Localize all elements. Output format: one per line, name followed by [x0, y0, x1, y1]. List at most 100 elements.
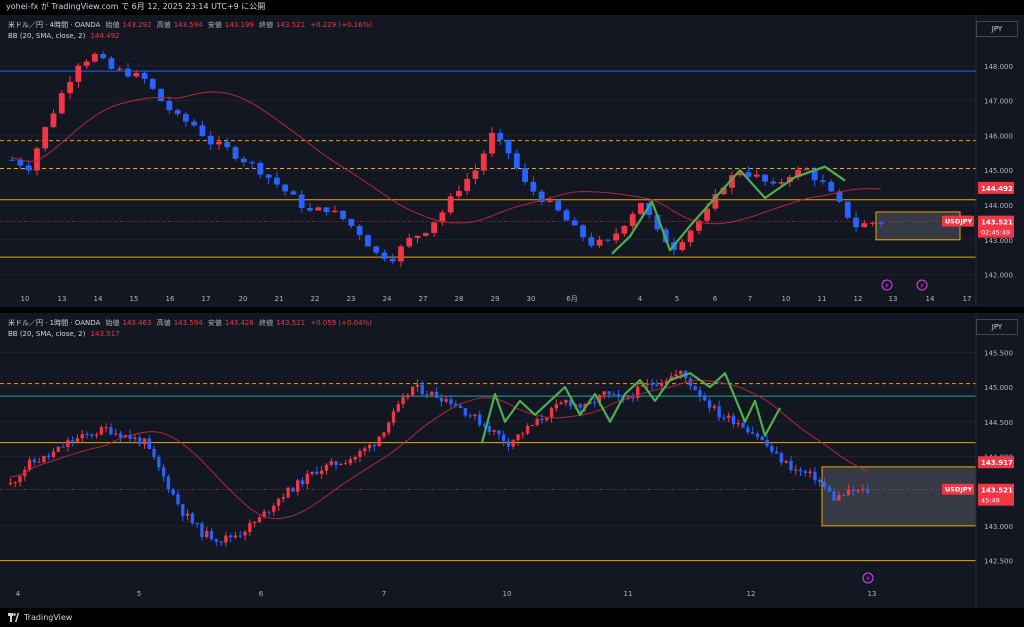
symbol-label: 米ドル／円 · 1時間 · OANDA [8, 319, 101, 327]
chart-pane-1h[interactable]: 145.500145.000144.500144.000143.000142.5… [0, 313, 1024, 608]
countdown-text: 02:45:49 [981, 229, 1010, 237]
legend-ohlc-1h: 米ドル／円 · 1時間 · OANDA 始値 143.463 高値 143.594 … [8, 318, 375, 328]
candle-body [789, 461, 793, 471]
candle-body [480, 153, 487, 171]
candle-body [373, 246, 380, 253]
open-value: 143.463 [122, 319, 152, 327]
candle-body [698, 390, 702, 397]
candle-body [331, 210, 338, 213]
open-value: 143.292 [122, 21, 152, 29]
candle-body [75, 65, 82, 82]
candle-body [42, 455, 46, 462]
candle-body [142, 438, 147, 445]
candle-body [660, 382, 664, 386]
currency-button[interactable]: JPY [976, 319, 1018, 335]
candle-body [505, 139, 512, 154]
chart-pane-4h[interactable]: 148.000 147.000 146.000 145.000 144.000 143.0… [0, 15, 1024, 307]
candle-body [811, 169, 818, 181]
low-value: 143.426 [224, 319, 254, 327]
bb-price-tag [978, 181, 1014, 194]
candle-body [774, 451, 779, 454]
candle-body [358, 451, 362, 458]
candle-body [166, 101, 173, 111]
high-label: 高値 [156, 21, 171, 29]
candle-body [549, 408, 554, 418]
candle-body [133, 437, 137, 439]
indicator-label: BB (20, SMA, close, 2) [8, 32, 86, 40]
candle-body [865, 488, 870, 493]
candle-body [25, 165, 32, 171]
candle-body [820, 180, 826, 182]
candle-body [18, 476, 22, 483]
candle-body [425, 394, 429, 396]
footer-brand: TradingView [24, 613, 73, 622]
event-lightning-icon [881, 279, 893, 291]
candle-body [832, 491, 836, 501]
candle-body [729, 175, 735, 188]
open-label: 始値 [105, 21, 120, 29]
candle-body [454, 403, 458, 406]
candle-body [281, 497, 286, 499]
candle-body [853, 217, 859, 228]
candle-body [161, 467, 166, 477]
candle-body [547, 200, 553, 202]
time-tick-label: 5 [675, 295, 679, 303]
currency-button[interactable]: JPY [976, 21, 1018, 37]
legend-bb-1h: BB (20, SMA, close, 2) 143.917 [8, 330, 123, 338]
candle-body [456, 190, 462, 197]
close-value: 143.521 [276, 21, 306, 29]
candle-body [755, 433, 760, 437]
candle-body [381, 252, 388, 259]
current-price-tag [978, 215, 1014, 238]
candle-body [171, 489, 175, 495]
time-tick-label: 4 [638, 295, 643, 303]
candle-body [720, 187, 727, 195]
bb-basis-line [10, 379, 868, 520]
candle-body [406, 395, 410, 398]
candle-body [779, 453, 784, 463]
candle-body [578, 404, 582, 408]
candle-body [70, 440, 75, 442]
time-tick-label: 16 [166, 295, 175, 303]
candle-body [654, 215, 661, 230]
candle-body [828, 181, 835, 192]
candle-body [296, 480, 300, 492]
candle-body [286, 487, 290, 498]
candle-body [458, 405, 463, 409]
candlestick-chart-1h[interactable]: 145.500145.000144.500144.000143.000142.5… [0, 313, 1024, 608]
candle-body [114, 433, 118, 435]
candle-body [795, 169, 802, 177]
candle-body [784, 461, 788, 463]
candle-body [32, 459, 37, 463]
candlestick-chart-4h[interactable]: 148.000 147.000 146.000 145.000 144.000 143.0… [0, 15, 1024, 307]
current-price-tag [978, 483, 1014, 506]
candle-body [182, 114, 189, 122]
ticker-tag [942, 483, 974, 495]
candle-body [348, 459, 353, 464]
time-tick-label: 22 [311, 295, 320, 303]
candle-body [58, 93, 65, 114]
ticker-tag-text: USDJPY [945, 486, 973, 494]
candle-body [422, 232, 429, 236]
indicator-label: BB (20, SMA, close, 2) [8, 330, 86, 338]
candle-body [472, 170, 479, 179]
candle-body [607, 391, 611, 395]
candle-body [348, 218, 355, 226]
candle-body [141, 72, 148, 79]
candle-body [90, 434, 94, 436]
candle-body [770, 181, 777, 184]
publish-bar: yohei-fx が TradingView.com で 6月 12, 2025… [0, 0, 1024, 14]
candle-body [310, 471, 314, 474]
price-tick-label: 144.000 [984, 202, 1013, 210]
candle-body [808, 471, 812, 474]
candle-body [592, 401, 597, 403]
candle-body [717, 406, 721, 418]
candle-body [877, 222, 884, 225]
time-tick-label: 17 [202, 295, 211, 303]
event-lightning-icon [862, 572, 874, 584]
candle-body [736, 423, 740, 425]
time-tick-label: 30 [527, 295, 536, 303]
candle-body [540, 418, 544, 421]
candle-body [85, 434, 89, 436]
candle-body [803, 471, 808, 474]
